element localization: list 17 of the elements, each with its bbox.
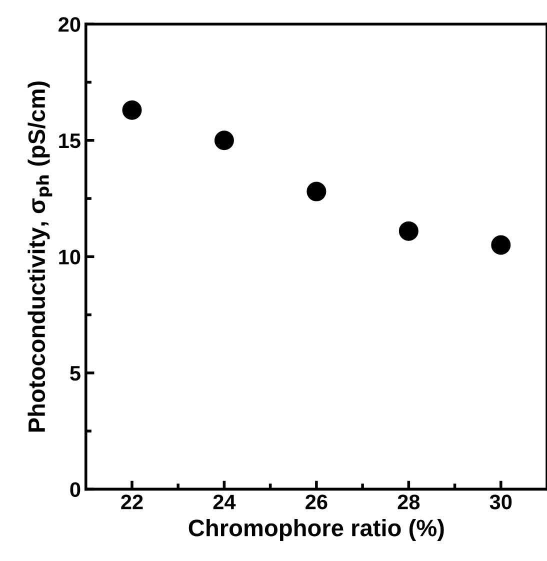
y-tick-label: 10 (59, 250, 80, 264)
point (491, 235, 511, 255)
x-axis-title: Chromophore ratio (%) (188, 519, 444, 542)
x-tick-label: 30 (490, 494, 512, 510)
y-axis-title: Photoconductivity, σ$_{ph}$ (pS/cm) (28, 82, 52, 432)
y-tick-label: 15 (59, 134, 80, 148)
point (398, 221, 418, 241)
y-tick-label: 0 (70, 482, 80, 497)
y-tick-label: 5 (70, 366, 80, 381)
point (122, 100, 142, 120)
point (214, 130, 234, 150)
x-tick-label: 22 (121, 494, 143, 510)
point (306, 182, 326, 202)
x-tick-label: 24 (213, 494, 236, 510)
x-tick-label: 28 (398, 494, 420, 510)
x-tick-label: 26 (306, 494, 328, 510)
y-tick-label: 20 (58, 17, 80, 32)
